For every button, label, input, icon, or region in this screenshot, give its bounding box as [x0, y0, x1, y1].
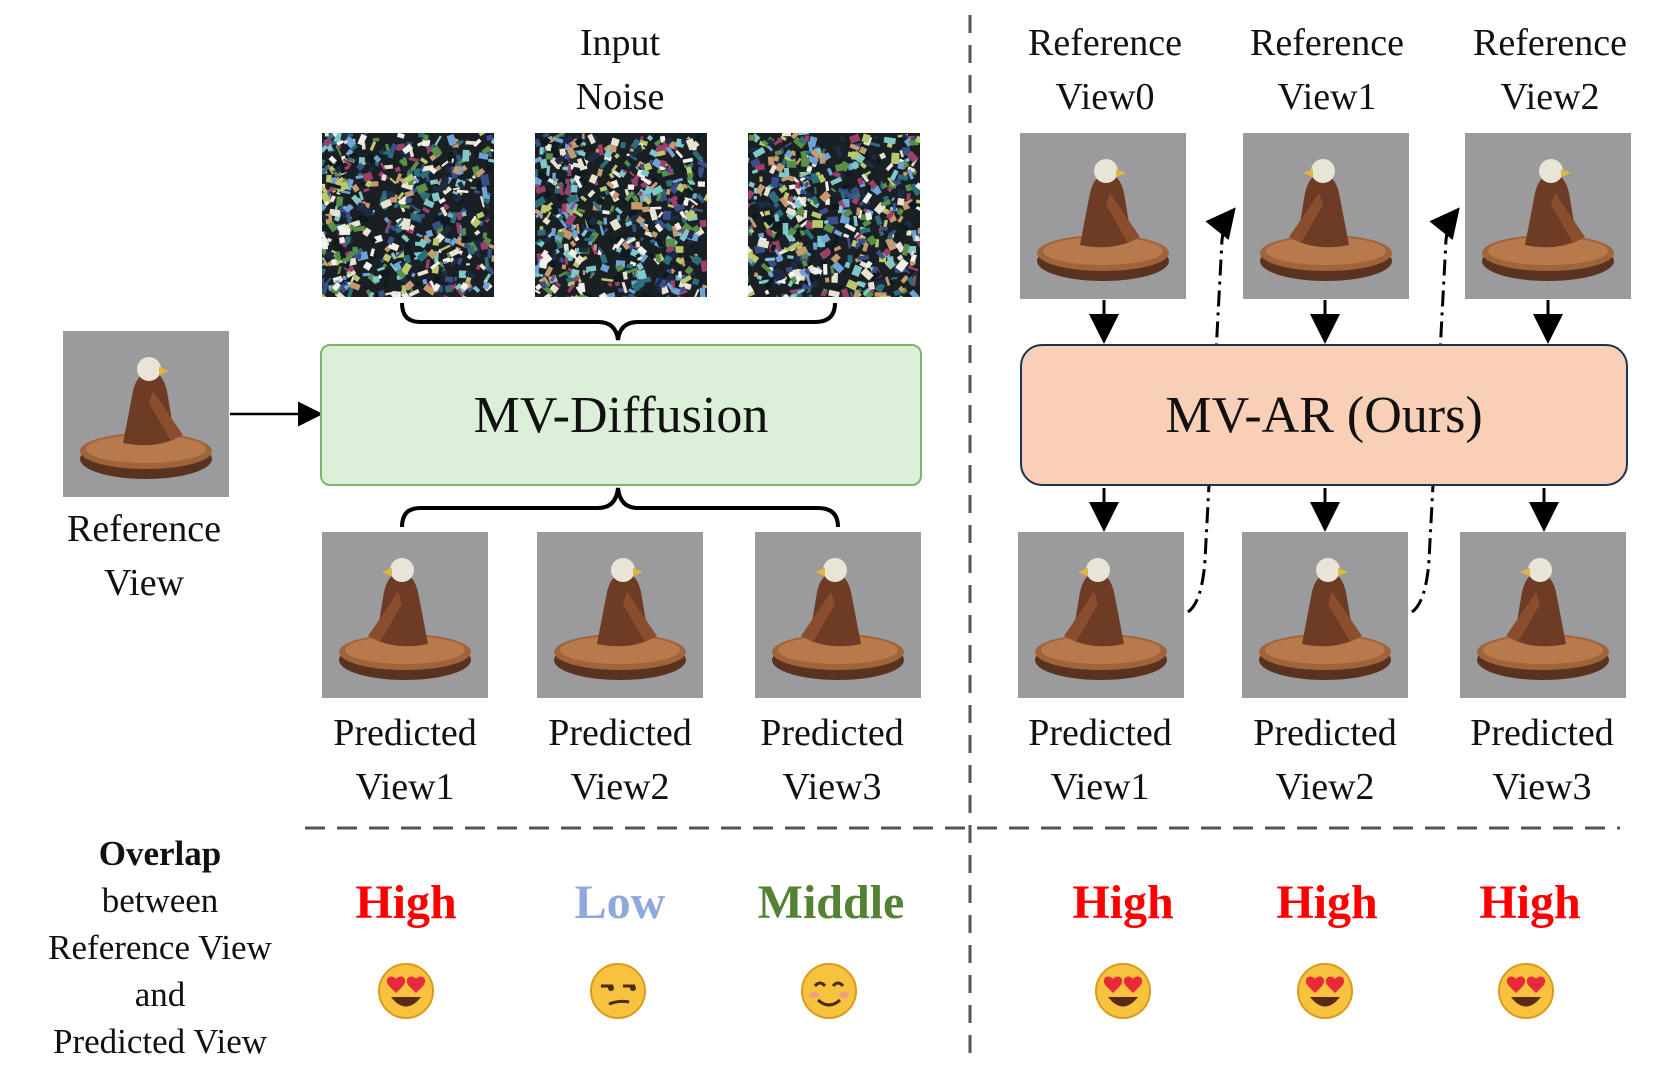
overlap-caption-title: Overlap	[10, 830, 310, 877]
noise-image-3	[748, 133, 920, 297]
output-brace	[402, 488, 838, 527]
ar-overlap-2: High	[1227, 875, 1427, 931]
ar-reference-image-1	[1243, 133, 1409, 299]
diffusion-predicted-label-3: Predicted View3	[732, 706, 932, 814]
diffusion-overlap-2: Low	[520, 875, 720, 931]
ar-predicted-label-1: Predicted View1	[1000, 706, 1200, 814]
diffusion-overlap-1: High	[306, 875, 506, 931]
ar-predicted-image-2	[1242, 532, 1408, 698]
heart-eyes-emoji-icon	[1094, 962, 1152, 1020]
ar-predicted-label-2: Predicted View2	[1225, 706, 1425, 814]
noise-image-2	[535, 133, 707, 297]
ar-reference-image-0	[1020, 133, 1186, 299]
diffusion-predicted-label-2: Predicted View2	[520, 706, 720, 814]
ar-overlap-3: High	[1430, 875, 1630, 931]
mv-ar-box: MV-AR (Ours)	[1020, 344, 1628, 486]
heart-eyes-emoji-icon	[1497, 962, 1555, 1020]
diffusion-overlap-3: Middle	[731, 875, 931, 931]
overlap-caption-rest: between Reference View and Predicted Vie…	[10, 877, 310, 1065]
mv-ar-label: MV-AR (Ours)	[1165, 386, 1482, 445]
input-noise-label: Input Noise	[520, 16, 720, 124]
ar-overlap-1: High	[1023, 875, 1223, 931]
ar-predicted-label-3: Predicted View3	[1442, 706, 1642, 814]
diffusion-predicted-image-2	[537, 532, 703, 698]
mv-diffusion-label: MV-Diffusion	[474, 386, 769, 445]
smiling-emoji-icon	[800, 962, 858, 1020]
reference-view-label: Reference View	[42, 502, 246, 610]
ar-reference-image-2	[1465, 133, 1631, 299]
reference-view-image	[63, 331, 229, 497]
overlap-caption: Overlap between Reference View and Predi…	[10, 830, 310, 1065]
diffusion-predicted-image-1	[322, 532, 488, 698]
diffusion-predicted-image-3	[755, 532, 921, 698]
mv-diffusion-box: MV-Diffusion	[320, 344, 922, 486]
heart-eyes-emoji-icon	[1296, 962, 1354, 1020]
heart-eyes-emoji-icon	[377, 962, 435, 1020]
noise-brace	[402, 303, 835, 340]
ar-reference-label-2: Reference View2	[1450, 16, 1650, 124]
ar-reference-label-0: Reference View0	[1005, 16, 1205, 124]
ar-predicted-image-1	[1018, 532, 1184, 698]
diffusion-predicted-label-1: Predicted View1	[305, 706, 505, 814]
noise-image-1	[322, 133, 494, 297]
unamused-emoji-icon	[589, 962, 647, 1020]
ar-reference-label-1: Reference View1	[1227, 16, 1427, 124]
ar-predicted-image-3	[1460, 532, 1626, 698]
